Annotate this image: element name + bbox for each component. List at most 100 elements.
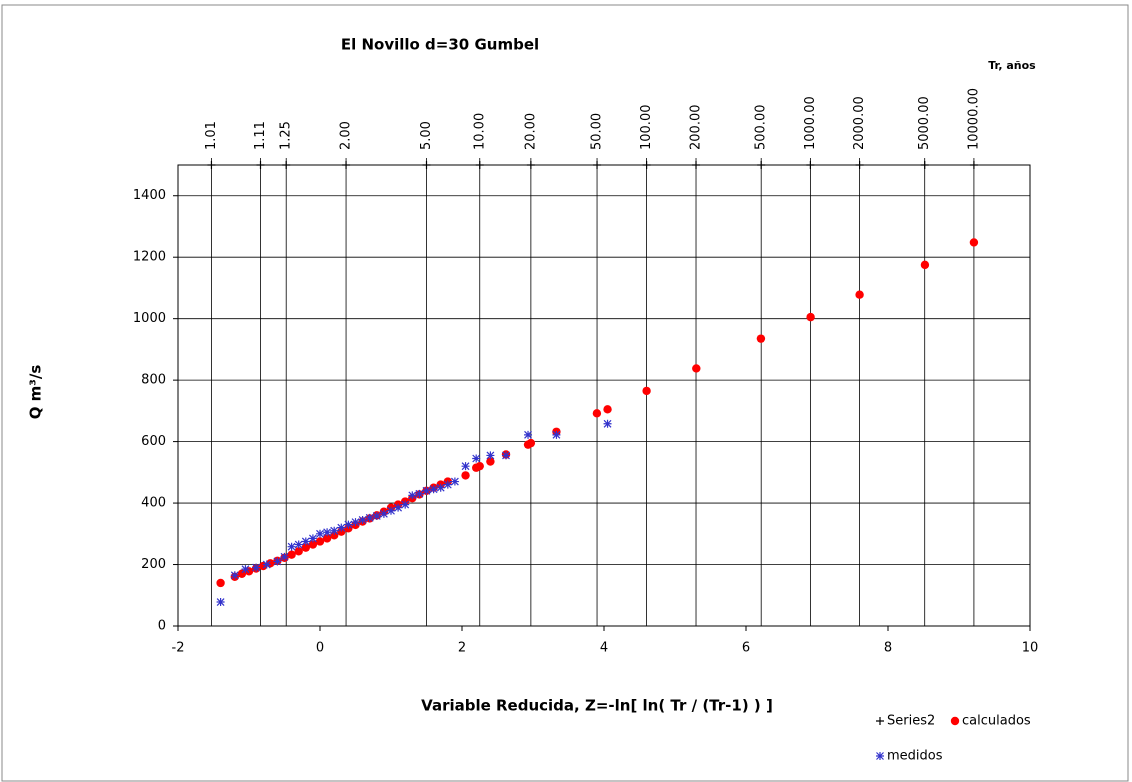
- point: [855, 290, 864, 299]
- point: [969, 161, 978, 169]
- point: [461, 471, 470, 480]
- point: [256, 161, 265, 169]
- point: [475, 161, 484, 169]
- point: [308, 540, 318, 549]
- point: [757, 161, 766, 169]
- point: [241, 565, 250, 574]
- point: [351, 518, 360, 527]
- point: [301, 543, 310, 552]
- x2-tick-label: 200.00: [689, 105, 704, 151]
- point: [806, 161, 815, 169]
- point: [415, 489, 424, 498]
- x2-tick-label: 10.00: [472, 113, 487, 150]
- y-tick-label: 1400: [133, 188, 166, 203]
- point: [372, 511, 381, 520]
- point: [603, 419, 612, 428]
- point: [294, 540, 303, 549]
- point: [344, 520, 353, 529]
- x2-tick-label: 5000.00: [917, 96, 932, 150]
- point: [450, 477, 459, 486]
- y-tick-label: 200: [141, 557, 166, 572]
- x2-axis-title: Tr, años: [988, 59, 1036, 72]
- point: [422, 486, 431, 495]
- point: [216, 578, 225, 588]
- x-tick-label: 8: [884, 641, 892, 656]
- x-tick-label: 6: [742, 641, 750, 656]
- x2-tick-label: 1.01: [204, 121, 219, 150]
- point: [429, 485, 438, 494]
- x2-tick-label: 50.00: [590, 113, 605, 150]
- point: [642, 161, 651, 169]
- point: [443, 480, 452, 489]
- x2-tick-label: 10000.00: [966, 88, 981, 150]
- point: [642, 386, 651, 396]
- point: [603, 405, 612, 414]
- x-tick-label: 4: [600, 641, 608, 656]
- point: [969, 238, 979, 247]
- point: [920, 161, 929, 169]
- x-tick-label: 0: [316, 641, 324, 656]
- point: [486, 451, 495, 460]
- point: [436, 483, 445, 492]
- point: [316, 529, 324, 538]
- point: [502, 451, 511, 460]
- point: [301, 537, 310, 546]
- x2-tick-label: 1.11: [253, 121, 268, 150]
- point: [282, 161, 291, 169]
- point: [280, 552, 289, 561]
- x2-tick-label: 100.00: [639, 105, 654, 151]
- x-tick-label: 10: [1022, 641, 1039, 656]
- point: [401, 500, 410, 509]
- point: [252, 563, 261, 572]
- x2-tick-label: 1.25: [279, 121, 294, 150]
- point: [387, 506, 395, 515]
- point: [526, 161, 535, 169]
- point: [323, 528, 332, 537]
- y-tick-label: 1200: [133, 250, 166, 265]
- x-tick-label: -2: [172, 641, 185, 656]
- y-tick-label: 0: [158, 619, 166, 634]
- legend-marker: [950, 716, 960, 726]
- legend-label: medidos: [887, 749, 943, 764]
- point: [308, 534, 317, 543]
- y-tick-label: 600: [141, 434, 166, 449]
- y-tick-label: 400: [141, 496, 166, 511]
- point: [273, 557, 282, 566]
- x2-tick-label: 500.00: [754, 105, 769, 151]
- x2-tick-label: 20.00: [523, 113, 538, 150]
- x2-tick-label: 1000.00: [803, 96, 818, 150]
- point: [294, 547, 303, 556]
- point: [855, 161, 864, 169]
- point: [475, 461, 484, 471]
- point: [330, 526, 339, 535]
- point: [262, 560, 271, 569]
- point: [472, 454, 481, 463]
- point: [806, 312, 815, 322]
- point: [920, 260, 930, 270]
- y-tick-label: 1000: [133, 311, 166, 326]
- x-tick-label: 2: [458, 641, 466, 656]
- point: [237, 569, 247, 578]
- point: [342, 161, 351, 169]
- x-axis-title: Variable Reducida, Z=-ln[ ln( Tr / (Tr-1…: [421, 697, 773, 715]
- point: [287, 550, 296, 559]
- point: [230, 571, 239, 580]
- point: [552, 430, 561, 439]
- point: [207, 161, 216, 169]
- point: [692, 161, 701, 169]
- point: [379, 509, 388, 518]
- point: [592, 409, 602, 418]
- point: [358, 515, 367, 524]
- point: [322, 534, 332, 543]
- y-tick-label: 800: [141, 373, 166, 388]
- point: [756, 334, 766, 343]
- point: [315, 537, 325, 546]
- point: [337, 523, 346, 532]
- legend-marker: [876, 717, 884, 725]
- legend-label: Series2: [887, 714, 935, 729]
- point: [422, 161, 431, 169]
- x2-tick-label: 2000.00: [852, 96, 867, 150]
- legend-marker: [876, 752, 884, 760]
- y-axis-title: Q m³/s: [27, 365, 45, 420]
- plot-area: [177, 164, 1031, 627]
